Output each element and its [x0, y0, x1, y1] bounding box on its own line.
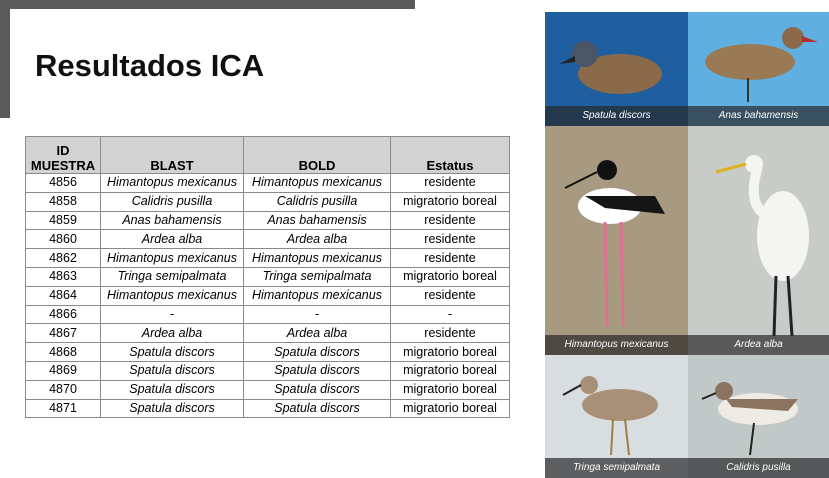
table-cell: migratorio boreal: [390, 266, 510, 287]
table-cell: Ardea alba: [243, 229, 391, 250]
table-cell: 4863: [25, 266, 101, 287]
table-cell: Spatula discors: [100, 379, 244, 400]
table-cell: Spatula discors: [243, 342, 391, 362]
decor-bar: [0, 0, 415, 9]
table-cell: migratorio boreal: [390, 360, 510, 381]
table-cell: Anas bahamensis: [100, 210, 244, 231]
column-header: BLAST: [100, 136, 244, 174]
table-cell: 4862: [25, 248, 101, 268]
table-row: 4859 Anas bahamensis Anas bahamensis reside…: [25, 210, 510, 231]
table-row: 4868 Spatula discors Spatula discors migrat…: [25, 342, 510, 362]
table-cell: Spatula discors: [243, 360, 391, 381]
table-cell: 4866: [25, 304, 101, 325]
column-header: Estatus: [390, 136, 510, 174]
table-cell: migratorio boreal: [390, 342, 510, 362]
table-cell: Calidris pusilla: [243, 191, 391, 212]
table-cell: Himantopus mexicanus: [100, 285, 244, 306]
table-row: 4864 Himantopus mexicanus Himantopus mexic…: [25, 285, 510, 306]
table-cell: 4858: [25, 191, 101, 212]
table-row: 4867 Ardea alba Ardea alba residente: [25, 323, 510, 344]
table-cell: Anas bahamensis: [243, 210, 391, 231]
table-cell: 4868: [25, 342, 101, 362]
table-cell: Himantopus mexicanus: [243, 248, 391, 268]
table-cell: Spatula discors: [243, 379, 391, 400]
table-cell: Tringa semipalmata: [243, 266, 391, 287]
table-cell: residente: [390, 248, 510, 268]
table-cell: Ardea alba: [243, 323, 391, 344]
table-cell: Himantopus mexicanus: [100, 248, 244, 268]
photo-caption: Spatula discors: [545, 106, 688, 126]
table-cell: migratorio boreal: [390, 398, 510, 419]
photo-caption: Ardea alba: [688, 335, 829, 355]
photo: Anas bahamensis: [688, 12, 829, 126]
photo: Ardea alba: [688, 126, 829, 355]
table-cell: Himantopus mexicanus: [243, 285, 391, 306]
table-cell: -: [390, 304, 510, 325]
table-cell: 4867: [25, 323, 101, 344]
table-cell: Ardea alba: [100, 323, 244, 344]
table-row: 4866- - -: [25, 304, 510, 325]
table-cell: Himantopus mexicanus: [100, 173, 244, 193]
table-cell: Tringa semipalmata: [100, 266, 244, 287]
table-row: 4858 Calidris pusilla Calidris pusilla migr…: [25, 191, 510, 212]
table-cell: 4856: [25, 173, 101, 193]
table-cell: Spatula discors: [100, 360, 244, 381]
photo-caption: Anas bahamensis: [688, 106, 829, 126]
table-row: 4871 Spatula discors Spatula discors migrat…: [25, 398, 510, 419]
table-row: 4869 Spatula discors Spatula discors migrat…: [25, 360, 510, 381]
photo-caption: Himantopus mexicanus: [545, 335, 688, 355]
table-cell: 4871: [25, 398, 101, 419]
photo-grid: Spatula discors Anas bahamensis Himantop…: [545, 12, 829, 478]
photo-caption: Tringa semipalmata: [545, 458, 688, 478]
photo: Spatula discors: [545, 12, 688, 126]
table-cell: residente: [390, 285, 510, 306]
table-cell: Spatula discors: [100, 342, 244, 362]
table-cell: 4869: [25, 360, 101, 381]
photo: Calidris pusilla: [688, 355, 829, 478]
table-cell: 4859: [25, 210, 101, 231]
table-cell: migratorio boreal: [390, 379, 510, 400]
header-row: ID MUESTRA BLAST BOLD Estatus: [25, 136, 510, 174]
table-cell: residente: [390, 173, 510, 193]
decor-bar: [0, 0, 10, 118]
table-cell: 4860: [25, 229, 101, 250]
table-cell: 4864: [25, 285, 101, 306]
table-cell: Spatula discors: [243, 398, 391, 419]
table-cell: Calidris pusilla: [100, 191, 244, 212]
table-row: 4863 Tringa semipalmata Tringa semipalmata…: [25, 266, 510, 287]
table-cell: Himantopus mexicanus: [243, 173, 391, 193]
title: Resultados ICA: [35, 48, 265, 83]
table-cell: Spatula discors: [100, 398, 244, 419]
table-body: 4856 Himantopus mexicanus Himantopus mexic…: [25, 173, 510, 419]
table-cell: Ardea alba: [100, 229, 244, 250]
table-cell: 4870: [25, 379, 101, 400]
table-cell: residente: [390, 229, 510, 250]
table-cell: -: [243, 304, 391, 325]
table-row: 4862 Himantopus mexicanus Himantopus mexic…: [25, 248, 510, 268]
table-cell: -: [100, 304, 244, 325]
table-cell: residente: [390, 210, 510, 231]
photo-caption: Calidris pusilla: [688, 458, 829, 478]
results-table: ID MUESTRA BLAST BOLD Estatus 4856 Himantopu…: [25, 136, 510, 419]
column-header: ID MUESTRA: [25, 136, 101, 174]
photo: Himantopus mexicanus: [545, 126, 688, 355]
table-row: 4860 Ardea alba Ardea alba residente: [25, 229, 510, 250]
photo: Tringa semipalmata: [545, 355, 688, 478]
table-row: 4870 Spatula discors Spatula discors migrat…: [25, 379, 510, 400]
table-cell: residente: [390, 323, 510, 344]
table-cell: migratorio boreal: [390, 191, 510, 212]
table-row: 4856 Himantopus mexicanus Himantopus mexic…: [25, 173, 510, 193]
column-header: BOLD: [243, 136, 391, 174]
